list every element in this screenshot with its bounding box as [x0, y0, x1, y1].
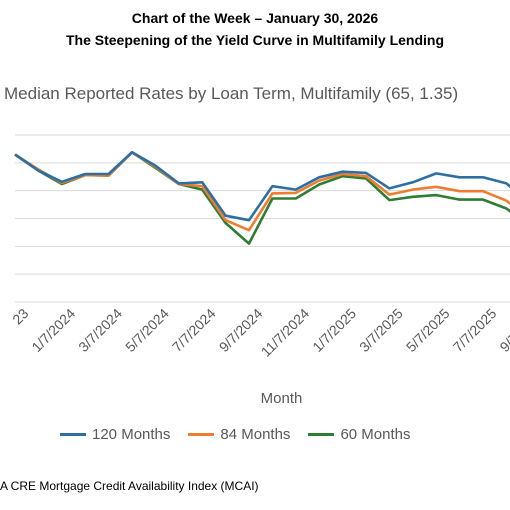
x-tick-label: 3/7/2024 — [75, 305, 125, 355]
gridlines — [15, 134, 510, 275]
legend-swatch — [308, 433, 335, 436]
x-tick-label: 11/7/2024 — [258, 305, 313, 360]
x-tick-label: 23 — [9, 305, 31, 327]
x-tick-label: 7/7/2024 — [169, 305, 219, 355]
chart-of-week-heading: Chart of the Week – January 30, 2026 — [131, 10, 379, 26]
x-tick-label: 3/7/2025 — [356, 305, 406, 355]
chart-title: Median Reported Rates by Loan Term, Mult… — [4, 84, 459, 103]
legend-item-120-months: 120 Months — [60, 426, 170, 443]
legend-swatch — [60, 433, 86, 436]
x-tick-label: 9/7/2025 — [496, 305, 510, 355]
chart-subheading: The Steepening of the Yield Curve in Mul… — [65, 32, 445, 48]
legend: 120 Months 84 Months 60 Months — [60, 426, 410, 443]
x-tick-label: 5/7/2025 — [403, 305, 453, 355]
series-lines — [14, 151, 510, 245]
series-line-60-months — [14, 151, 510, 245]
legend-label: 120 Months — [92, 426, 171, 443]
x-tick-label: 1/7/2024 — [28, 305, 78, 355]
source-note: A CRE Mortgage Credit Availability Index… — [0, 479, 259, 493]
x-tick-label: 1/7/2025 — [309, 305, 359, 355]
legend-item-60-months: 60 Months — [308, 426, 410, 443]
x-tick-label: 7/7/2025 — [450, 305, 500, 355]
x-axis-label: Month — [260, 390, 303, 407]
series-line-84-months — [14, 151, 510, 232]
legend-item-84-months: 84 Months — [188, 426, 290, 443]
legend-label: 60 Months — [340, 426, 411, 443]
legend-label: 84 Months — [220, 426, 291, 443]
x-tick-label: 5/7/2024 — [122, 305, 172, 355]
series-line-120-months — [14, 151, 510, 222]
legend-swatch — [188, 433, 215, 436]
